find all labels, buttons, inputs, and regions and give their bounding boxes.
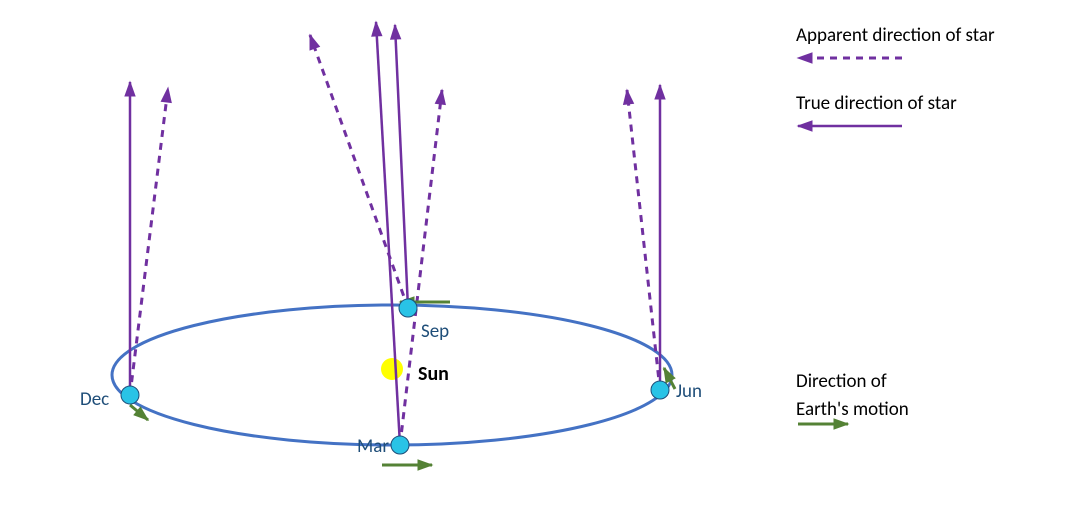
sun xyxy=(381,358,403,380)
label-sep: Sep xyxy=(421,320,449,343)
earth-jun xyxy=(651,381,669,399)
legend-apparent-arrow xyxy=(798,53,902,63)
legend-motion-text1: Direction of xyxy=(796,370,887,393)
apparent-direction-dec xyxy=(130,88,171,395)
earth-sep xyxy=(399,299,417,317)
apparent-direction-sep xyxy=(310,35,408,308)
legend-motion-text2: Earth's motion xyxy=(796,398,909,421)
earth-dec xyxy=(121,386,139,404)
legend-true-arrow xyxy=(798,121,902,131)
label-sun: Sun xyxy=(418,362,449,386)
label-mar: Mar xyxy=(357,435,389,458)
true-direction-jun xyxy=(655,85,665,390)
legend-true-text: True direction of star xyxy=(796,92,957,115)
aberration-diagram xyxy=(0,0,1084,515)
label-dec: Dec xyxy=(80,388,109,411)
legend-apparent-text: Apparent direction of star xyxy=(796,24,995,47)
true-direction-mar xyxy=(372,22,400,445)
earth-mar xyxy=(391,436,409,454)
label-jun: Jun xyxy=(676,380,702,403)
motion-arrow-mar xyxy=(382,460,432,470)
